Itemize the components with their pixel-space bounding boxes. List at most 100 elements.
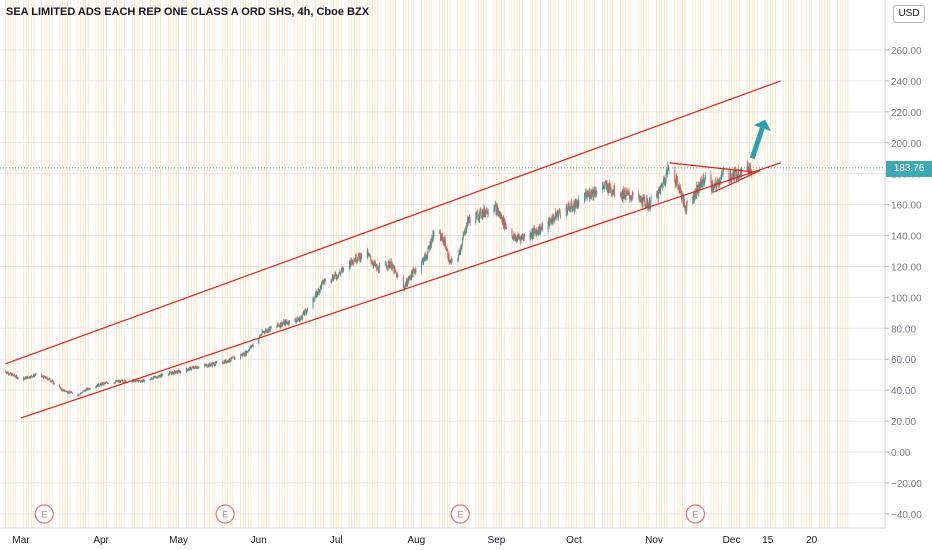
- candle-body: [305, 309, 307, 312]
- candle-body: [719, 179, 721, 184]
- candle-body: [638, 194, 640, 199]
- candle-body: [198, 366, 200, 368]
- time-tick-label: Nov: [645, 535, 663, 546]
- time-tick-label: Oct: [566, 535, 582, 546]
- candle-body: [577, 204, 579, 209]
- candle-body: [446, 248, 448, 250]
- candle-body: [318, 289, 320, 294]
- candle-body: [306, 311, 308, 314]
- candle-body: [441, 234, 443, 241]
- candle-body: [464, 230, 466, 235]
- candle-body: [178, 370, 180, 373]
- currency-selector[interactable]: USD: [893, 5, 925, 23]
- candle-body: [269, 326, 271, 331]
- time-tick-label: May: [169, 535, 188, 546]
- candle-body: [89, 388, 91, 390]
- candle-body: [17, 378, 19, 380]
- candle-body: [98, 383, 100, 386]
- candle-body: [84, 390, 86, 392]
- breakout-arrow: [749, 127, 765, 160]
- candle-body: [260, 334, 262, 336]
- candle-body: [324, 279, 326, 281]
- candle-body: [430, 241, 432, 248]
- candle-body: [656, 194, 658, 197]
- candle-body: [162, 375, 164, 376]
- candle-body: [330, 281, 332, 282]
- candle-body: [340, 272, 342, 275]
- candle-body: [396, 273, 398, 275]
- candle-body: [314, 296, 316, 299]
- candle-body: [625, 195, 627, 200]
- candle-body: [664, 178, 666, 184]
- triangle-lower: [713, 170, 761, 193]
- candle-body: [178, 370, 180, 371]
- candle-body: [349, 264, 351, 268]
- candle-body: [426, 256, 428, 259]
- candle-body: [520, 235, 522, 242]
- candle-body: [294, 318, 296, 321]
- candle-body: [125, 380, 127, 383]
- candle-body: [150, 378, 152, 380]
- candle-body: [303, 311, 305, 315]
- candle-body: [409, 275, 411, 277]
- candle-body: [207, 366, 209, 368]
- candle-body: [334, 272, 336, 275]
- candle-body: [668, 169, 670, 171]
- candle-body: [203, 365, 205, 367]
- candle-body: [702, 175, 704, 187]
- candle-body: [704, 174, 706, 180]
- candle-body: [355, 254, 357, 262]
- candle-body: [632, 191, 634, 196]
- candle-body: [204, 364, 206, 365]
- candle-body: [539, 231, 541, 234]
- candle-body: [160, 374, 162, 377]
- candle-body: [339, 272, 341, 274]
- candle-body: [161, 374, 163, 376]
- candle-body: [698, 191, 700, 194]
- candle-body: [649, 206, 651, 209]
- candle-body: [588, 192, 590, 197]
- candle-body: [67, 391, 69, 394]
- candle-body: [122, 381, 124, 383]
- candle-body: [747, 162, 749, 172]
- candle-body: [332, 275, 334, 280]
- candle-body: [432, 240, 434, 242]
- candle-body: [14, 376, 16, 377]
- candle-body: [424, 254, 426, 261]
- candle-body: [695, 196, 697, 198]
- candle-body: [624, 190, 626, 197]
- candle-body: [694, 198, 696, 201]
- candle-body: [47, 378, 49, 381]
- candle-body: [11, 373, 13, 375]
- candle-body: [151, 378, 153, 380]
- candle-body: [430, 245, 432, 248]
- price-tick-label: 240.00: [891, 77, 922, 88]
- candle-body: [681, 198, 683, 200]
- candle-body: [306, 310, 308, 312]
- candle-body: [572, 207, 574, 211]
- candle-body: [195, 366, 197, 367]
- candle-body: [138, 380, 140, 381]
- candle-body: [504, 222, 506, 228]
- candle-body: [710, 180, 712, 190]
- candle-body: [493, 208, 495, 212]
- candle-body: [88, 388, 90, 390]
- candle-body: [139, 380, 141, 382]
- time-tick-label: Dec: [723, 535, 741, 546]
- candle-body: [607, 184, 609, 194]
- candle-body: [71, 392, 73, 394]
- candle-body: [195, 366, 197, 369]
- candle-body: [357, 260, 359, 262]
- candle-body: [144, 380, 146, 381]
- candle-body: [540, 228, 542, 229]
- candle-body: [312, 297, 314, 308]
- candle-body: [336, 274, 338, 278]
- candle-body: [348, 267, 350, 270]
- candle-body: [23, 378, 25, 381]
- candle-body: [573, 205, 575, 208]
- candle-body: [675, 175, 677, 186]
- candle-body: [589, 197, 591, 199]
- candle-body: [259, 335, 261, 338]
- candle-body: [322, 282, 324, 285]
